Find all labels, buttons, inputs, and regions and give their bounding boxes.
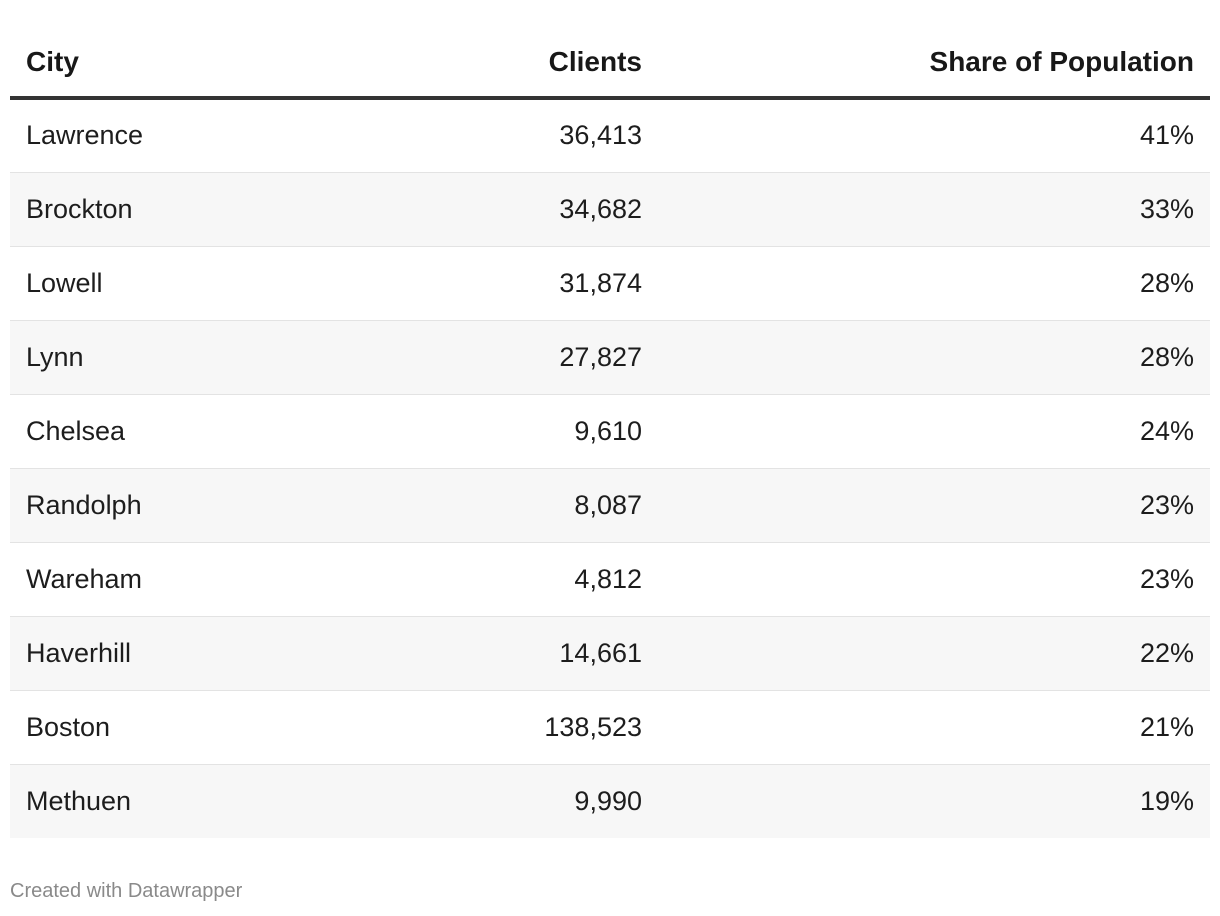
cell-share-of-population: 23% — [648, 468, 1210, 543]
table-row: Chelsea 9,610 24% — [10, 394, 1210, 469]
cell-city: Brockton — [10, 172, 410, 247]
table-row: Lowell 31,874 28% — [10, 246, 1210, 321]
cell-city: Methuen — [26, 785, 132, 816]
cell-city: Haverhill — [10, 616, 410, 691]
cell-share-of-population: 21% — [648, 690, 1210, 765]
cell-city: Boston — [10, 690, 410, 765]
table-row: Brockton 34,682 33% — [10, 172, 1210, 247]
cell-clients: 9,990 — [574, 785, 642, 816]
cell-clients: 27,827 — [410, 320, 648, 395]
data-table-container: City Clients Share of Population Lawrenc… — [10, 28, 1210, 838]
cell-city: Lawrence — [10, 98, 410, 173]
cell-share-of-population: 28% — [648, 246, 1210, 321]
cell-share-of-population: 24% — [648, 394, 1210, 469]
cell-share-of-population: 28% — [648, 320, 1210, 395]
cell-share-of-population: 22% — [648, 616, 1210, 691]
data-table: City Clients Share of Population Lawrenc… — [10, 28, 1210, 838]
cell-clients: 14,661 — [410, 616, 648, 691]
table-row: Wareham 4,812 23% — [10, 542, 1210, 617]
table-header: City Clients Share of Population — [10, 28, 1210, 100]
cell-clients: 9,610 — [410, 394, 648, 469]
column-header-city[interactable]: City — [10, 28, 410, 100]
column-header-share[interactable]: Share of Population — [648, 28, 1210, 100]
cell-clients: 8,087 — [410, 468, 648, 543]
cell-city: Lowell — [10, 246, 410, 321]
cell-clients: 138,523 — [410, 690, 648, 765]
cell-clients: 4,812 — [410, 542, 648, 617]
table-row: Lynn 27,827 28% — [10, 320, 1210, 395]
cell-share-of-population: 41% — [648, 98, 1210, 173]
cell-clients: 34,682 — [410, 172, 648, 247]
table-row: Haverhill 14,661 22% — [10, 616, 1210, 691]
cell-share-of-population: 33% — [648, 172, 1210, 247]
cell-share-of-population: 19% — [1139, 785, 1194, 816]
cell-clients: 31,874 — [410, 246, 648, 321]
table-row: Methuen 9,990 19% — [10, 764, 1210, 838]
table-row: Lawrence 36,413 41% — [10, 98, 1210, 173]
cell-share-of-population: 23% — [648, 542, 1210, 617]
table-body: Lawrence 36,413 41% Brockton 34,682 33% Lowell… — [10, 98, 1210, 838]
cell-city: Chelsea — [10, 394, 410, 469]
column-header-clients[interactable]: Clients — [410, 28, 648, 100]
table-row: Randolph 8,087 23% — [10, 468, 1210, 543]
cell-city: Lynn — [10, 320, 410, 395]
cell-city: Wareham — [10, 542, 410, 617]
table-row: Boston 138,523 21% — [10, 690, 1210, 765]
header-row: City Clients Share of Population — [10, 28, 1210, 100]
cell-clients: 36,413 — [410, 98, 648, 173]
cell-city: Randolph — [10, 468, 410, 543]
datawrapper-credit: Created with Datawrapper — [10, 880, 243, 902]
